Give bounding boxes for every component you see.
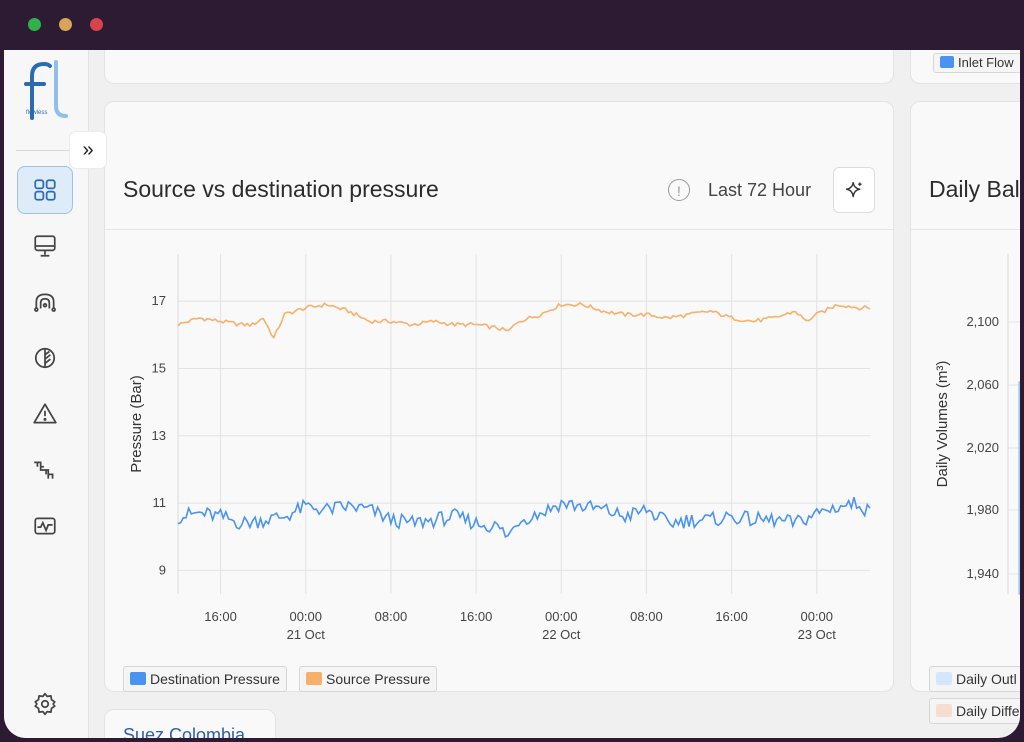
sidebar-item-alerts[interactable] bbox=[17, 390, 73, 438]
flowless-logo bbox=[24, 60, 68, 120]
top-card-right: Inlet Flow bbox=[910, 50, 1020, 84]
time-range-label[interactable]: Last 72 Hour bbox=[708, 180, 812, 200]
y-tick-label: 17 bbox=[152, 293, 166, 308]
site-card[interactable]: Suez Colombia bbox=[104, 709, 276, 738]
sidebar-item-network[interactable] bbox=[17, 278, 73, 326]
card-header-divider bbox=[911, 229, 1020, 230]
sparkle-icon bbox=[845, 181, 862, 198]
legend-daily-outlet[interactable]: Daily Outl bbox=[929, 666, 1020, 692]
activity-icon bbox=[34, 517, 56, 535]
gear-icon bbox=[34, 692, 56, 716]
pressure-line-chart: 16:00 00:00 21 Oct 08:00 16:00 00:00 22 Oct 08:… bbox=[128, 254, 871, 642]
x-tick-label: 16:00 bbox=[460, 609, 493, 624]
inlet-flow-legend[interactable]: Inlet Flow bbox=[933, 53, 1020, 73]
dashboard-grid-icon bbox=[34, 179, 56, 201]
window-maximize-button[interactable] bbox=[28, 18, 41, 31]
sidebar-item-leaf[interactable] bbox=[17, 334, 73, 382]
x-tick-date-label: 23 Oct bbox=[798, 627, 837, 642]
x-tick-label: 00:00 bbox=[289, 609, 322, 624]
sidebar-expand-button[interactable]: » bbox=[70, 132, 106, 168]
network-icon bbox=[34, 293, 56, 312]
app-window: flowless bbox=[4, 50, 1020, 738]
x-tick-label: 16:00 bbox=[204, 609, 237, 624]
double-chevron-right-icon: » bbox=[82, 138, 94, 161]
window-minimize-button[interactable] bbox=[59, 18, 72, 31]
x-tick-label: 00:00 bbox=[800, 609, 833, 624]
y-tick-label: 11 bbox=[153, 495, 167, 510]
y-tick-label: 13 bbox=[152, 428, 166, 443]
site-name: Suez Colombia bbox=[123, 725, 246, 738]
warning-icon bbox=[33, 403, 57, 424]
right-y-tick-label: 1,940 bbox=[966, 566, 999, 581]
card-title: Source vs destination pressure bbox=[123, 176, 439, 202]
info-icon[interactable]: ! bbox=[668, 179, 690, 201]
daily-outlet-bar bbox=[1018, 381, 1020, 595]
pipe-icon bbox=[34, 461, 54, 479]
y-axis-label: Pressure (Bar) bbox=[128, 375, 145, 473]
top-card-left bbox=[104, 50, 894, 84]
sidebar-item-monitor[interactable] bbox=[17, 222, 73, 270]
pressure-chart-card: Source vs destination pressure ! Last 72… bbox=[104, 101, 894, 692]
window-titlebar bbox=[0, 0, 1024, 50]
card-header-divider bbox=[105, 229, 893, 230]
y-tick-label: 9 bbox=[159, 562, 166, 577]
x-tick-label: 00:00 bbox=[545, 609, 578, 624]
right-y-tick-label: 2,100 bbox=[966, 314, 999, 329]
x-tick-label: 16:00 bbox=[715, 609, 748, 624]
ai-insights-button[interactable] bbox=[833, 167, 875, 213]
legend-destination-pressure[interactable]: Destination Pressure bbox=[123, 666, 287, 692]
legend-daily-difference[interactable]: Daily Diffe bbox=[929, 698, 1020, 724]
sidebar-item-settings[interactable] bbox=[17, 680, 73, 728]
x-tick-label: 08:00 bbox=[630, 609, 663, 624]
daily-balance-card: Daily Bal 2,100 2,060 2,020 1,980 1,940 Daily… bbox=[910, 101, 1020, 724]
logo-wordmark: flowless bbox=[26, 110, 48, 116]
x-tick-label: 08:00 bbox=[375, 609, 408, 624]
monitor-icon bbox=[34, 235, 56, 257]
x-tick-date-label: 22 Oct bbox=[542, 627, 581, 642]
sidebar-divider bbox=[16, 150, 76, 151]
right-y-tick-label: 1,980 bbox=[966, 502, 999, 517]
right-y-tick-label: 2,020 bbox=[966, 440, 999, 455]
daily-volumes-chart: 2,100 2,060 2,020 1,980 1,940 Daily Volumes (… bbox=[934, 254, 1020, 595]
sidebar-item-dashboard[interactable] bbox=[17, 166, 73, 214]
source-pressure-series-line bbox=[177, 301, 871, 340]
x-tick-date-label: 21 Oct bbox=[287, 627, 326, 642]
destination-pressure-series-line bbox=[177, 497, 871, 539]
window-close-button[interactable] bbox=[90, 18, 103, 31]
y-tick-label: 15 bbox=[152, 360, 166, 375]
legend-source-pressure[interactable]: Source Pressure bbox=[299, 666, 438, 692]
sidebar-item-pipes[interactable] bbox=[17, 446, 73, 494]
sidebar-item-activity[interactable] bbox=[17, 502, 73, 550]
leaf-icon bbox=[34, 347, 56, 369]
right-y-tick-label: 2,060 bbox=[966, 377, 999, 392]
card-title: Daily Bal bbox=[929, 176, 1020, 202]
right-y-axis-label: Daily Volumes (m³) bbox=[934, 361, 951, 488]
